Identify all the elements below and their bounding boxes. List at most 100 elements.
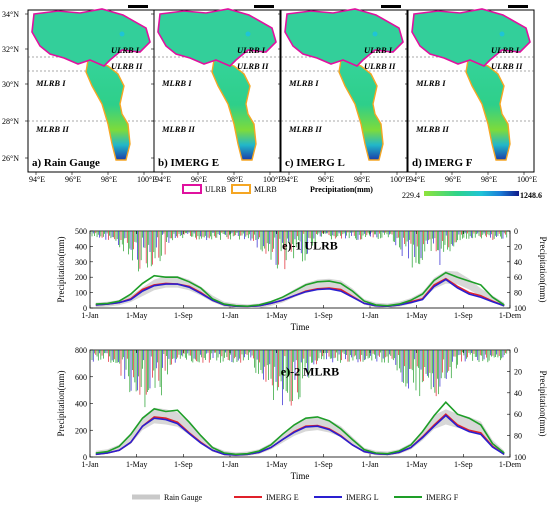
region-label-ulrb2: ULRB II — [237, 61, 269, 71]
precip-legend-min: 229.4 — [402, 191, 420, 200]
daily-precip-bars — [91, 231, 508, 272]
legend-label-rain-gauge: Rain Gauge — [164, 493, 202, 502]
y-right-tick-label: 0 — [514, 227, 518, 236]
legend-label-imerg-l: IMERG L — [346, 493, 379, 502]
lat-tick-label: 30°N — [2, 80, 19, 89]
y-right-tick-label: 0 — [514, 346, 518, 355]
region-label-mlrb2: MLRB II — [35, 124, 70, 134]
y-right-tick-label: 100 — [514, 304, 526, 313]
lon-tick-label: 100°E — [263, 175, 283, 184]
x-tick-label: 1-May — [406, 460, 427, 469]
lat-tick-label: 26°N — [2, 154, 19, 163]
y-right-tick-label: 60 — [514, 273, 522, 282]
ulrb-basin — [284, 8, 404, 67]
region-label-ulrb1: ULRB I — [364, 45, 393, 55]
y-axis-label: Precipitation(mm) — [56, 371, 66, 437]
series-line-imerg-f — [95, 271, 505, 308]
region-label-mlrb2: MLRB II — [415, 124, 450, 134]
series-band-rain-gauge — [95, 407, 505, 457]
mlrb-legend-label: MLRB — [254, 185, 277, 194]
precip-colorbar — [424, 191, 519, 196]
region-label-mlrb1: MLRB I — [35, 78, 66, 88]
x-tick-label: 1-Jan — [221, 311, 238, 320]
lon-tick-label: 100°E — [137, 175, 157, 184]
map-panel: ULRB I ULRB II MLRB I MLRB II c) IMERG L 94°E… — [278, 5, 410, 184]
x-tick-label: 1-Dem — [499, 460, 522, 469]
chart-mlrb: 1-Jan 1-May 1-Sep 1-Jan 1-May 1-Sep 1-Jan 1-May… — [56, 346, 548, 481]
y-tick-label: 0 — [83, 304, 87, 313]
region-label-mlrb1: MLRB I — [161, 78, 192, 88]
high-precip-spot — [372, 31, 378, 37]
map-panel-label: a) Rain Gauge — [32, 157, 100, 169]
x-tick-label: 1-Sep — [174, 460, 193, 469]
y-right-axis-label: Precipitation(mm) — [538, 371, 548, 437]
y-right-tick-label: 80 — [514, 289, 522, 298]
x-tick-label: 1-Sep — [314, 311, 333, 320]
y-tick-label: 200 — [75, 273, 87, 282]
y-tick-label: 400 — [75, 242, 87, 251]
basin-shapes — [284, 8, 404, 161]
x-tick-label: 1-May — [266, 460, 287, 469]
lon-tick-label: 98°E — [101, 175, 117, 184]
map-panel-label: b) IMERG E — [158, 157, 219, 169]
high-precip-spot — [119, 31, 125, 37]
legend-label-imerg-f: IMERG F — [426, 493, 459, 502]
lon-tick-label: 94°E — [155, 175, 171, 184]
y-right-tick-label: 40 — [514, 389, 522, 398]
x-axis-label: Time — [291, 322, 310, 332]
lon-tick-label: 100°E — [390, 175, 410, 184]
ulrb-basin — [411, 8, 531, 67]
x-tick-label: 1-May — [266, 311, 287, 320]
lon-tick-label: 98°E — [227, 175, 243, 184]
region-label-mlrb2: MLRB II — [161, 124, 196, 134]
lon-tick-label: 96°E — [318, 175, 334, 184]
x-tick-label: 1-May — [126, 460, 147, 469]
map-panel: ULRB I ULRB II MLRB I MLRB II b) IMERG E 94°E… — [151, 5, 283, 184]
chart-legend: Rain Gauge IMERG E IMERG L IMERG F — [132, 493, 459, 502]
map-legend: ULRB MLRB Precipitation(mm) 229.4 1248.6 — [182, 184, 542, 200]
scale-bar — [128, 5, 148, 8]
y-right-tick-label: 20 — [514, 367, 522, 376]
mlrb-basin — [85, 59, 131, 161]
lon-tick-label: 98°E — [481, 175, 497, 184]
lon-tick-label: 94°E — [29, 175, 45, 184]
region-label-ulrb2: ULRB II — [111, 61, 143, 71]
map-panel-label: c) IMERG L — [285, 157, 345, 169]
y-right-tick-label: 40 — [514, 258, 522, 267]
lat-tick-label: 28°N — [2, 117, 19, 126]
precip-legend-title: Precipitation(mm) — [310, 185, 373, 194]
mlrb-basin — [465, 59, 511, 161]
y-right-axis-label: Precipitation(mm) — [538, 237, 548, 303]
legend-label-imerg-e: IMERG E — [266, 493, 299, 502]
region-label-ulrb1: ULRB I — [111, 45, 140, 55]
mlrb-basin — [338, 59, 384, 161]
x-tick-label: 1-Sep — [454, 311, 473, 320]
x-tick-label: 1-Jan — [221, 460, 238, 469]
y-tick-label: 0 — [83, 453, 87, 462]
chart-title: e)-1 ULRB — [282, 238, 338, 252]
y-right-tick-label: 20 — [514, 242, 522, 251]
basin-shapes — [411, 8, 531, 161]
map-panel-label: d) IMERG F — [412, 157, 473, 169]
lon-tick-label: 96°E — [65, 175, 81, 184]
lon-tick-label: 94°E — [282, 175, 298, 184]
chart-ulrb: 1-Jan 1-May 1-Sep 1-Jan 1-May 1-Sep 1-Jan 1-May… — [56, 227, 548, 332]
y-tick-label: 200 — [75, 426, 87, 435]
x-tick-label: 1-Jan — [81, 460, 98, 469]
y-tick-label: 500 — [75, 227, 87, 236]
region-label-ulrb1: ULRB I — [237, 45, 266, 55]
region-label-mlrb1: MLRB I — [415, 78, 446, 88]
mlrb-basin — [211, 59, 257, 161]
ulrb-basin — [157, 8, 277, 67]
series-band-rain-gauge — [95, 270, 505, 308]
region-label-ulrb2: ULRB II — [491, 61, 523, 71]
ulrb-legend-swatch — [182, 184, 202, 194]
map-panel: ULRB I ULRB II MLRB I MLRB II d) IMERG F 94°E… — [405, 5, 537, 184]
basin-shapes — [31, 8, 151, 161]
scale-bar — [381, 5, 401, 8]
x-tick-label: 1-Sep — [314, 460, 333, 469]
lon-tick-label: 98°E — [354, 175, 370, 184]
